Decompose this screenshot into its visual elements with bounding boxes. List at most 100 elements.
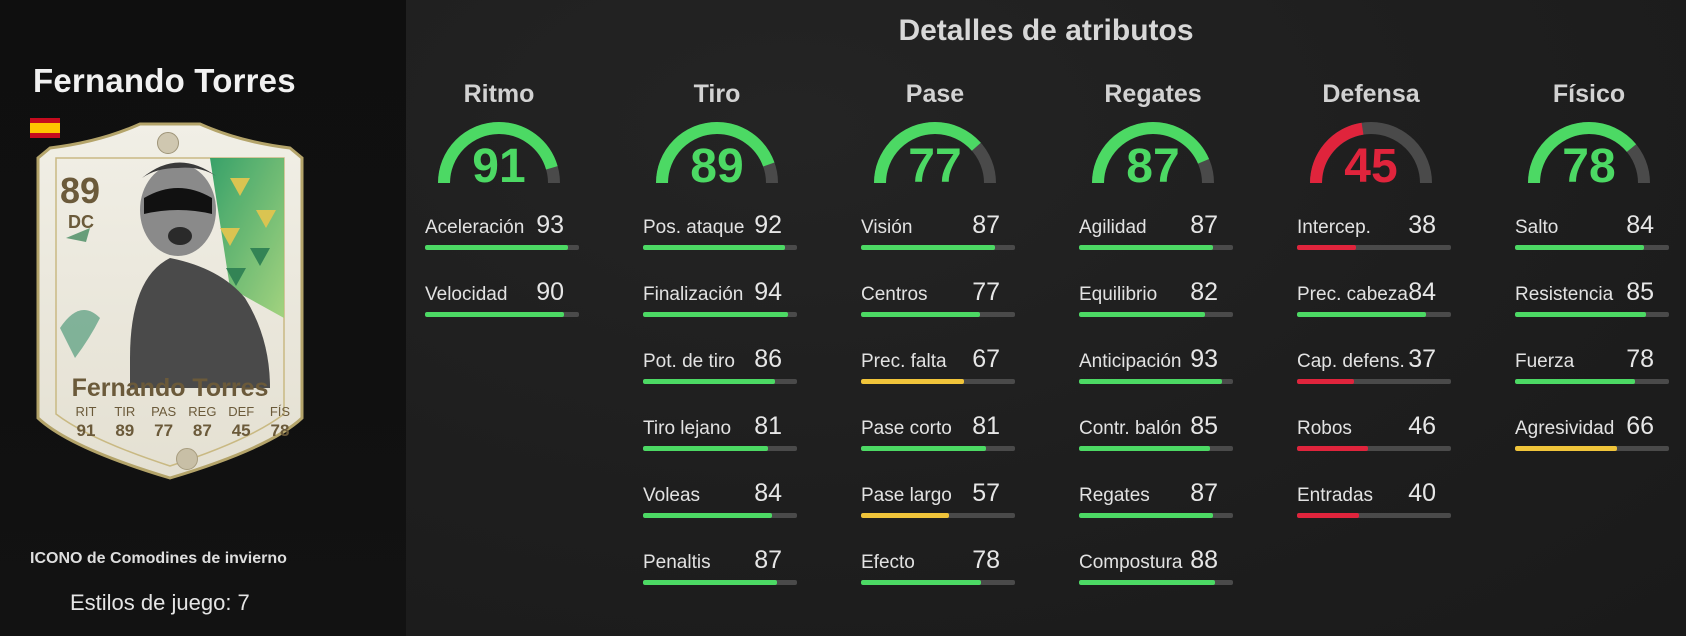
category-value: 87 xyxy=(1126,140,1180,193)
attribute-value: 77 xyxy=(972,278,1000,306)
attribute-label: Regates xyxy=(1079,485,1150,506)
attribute-row: Visión 87 xyxy=(842,205,1028,272)
attribute-bar xyxy=(861,245,1015,250)
attribute-value: 87 xyxy=(754,546,782,574)
gauge-arc xyxy=(438,122,560,184)
category-gauge: 77 xyxy=(842,115,1028,205)
attribute-value: 94 xyxy=(754,278,782,306)
attribute-row: Penaltis 87 xyxy=(624,540,810,607)
attribute-label: Tiro lejano xyxy=(643,418,732,439)
attribute-row: Anticipación 93 xyxy=(1060,339,1246,406)
category-value: 45 xyxy=(1344,140,1398,193)
attribute-bar xyxy=(1297,513,1451,518)
attribute-row: Finalización 94 xyxy=(624,272,810,339)
attribute-details-panel: Detalles de atributos Ritmo 91 Aceleración… xyxy=(406,0,1686,636)
card-rating: 89 xyxy=(60,170,101,211)
attribute-bar xyxy=(1515,446,1669,451)
attribute-value: 78 xyxy=(1626,345,1654,373)
gauge-arc xyxy=(874,122,996,184)
attribute-row: Robos 46 xyxy=(1278,406,1464,473)
attribute-bar xyxy=(1079,446,1233,451)
attribute-label: Agresividad xyxy=(1515,418,1615,439)
gauge-fill xyxy=(1528,122,1650,184)
attribute-bar-fill xyxy=(861,513,949,518)
attribute-row: Intercep. 38 xyxy=(1278,205,1464,272)
playstyles-count[interactable]: Estilos de juego: 7 xyxy=(70,590,250,615)
attribute-row: Compostura 88 xyxy=(1060,540,1246,607)
attribute-bar xyxy=(1297,245,1451,250)
attribute-value: 81 xyxy=(754,412,782,440)
player-panel: Fernando Torres xyxy=(0,0,406,636)
category-value: 77 xyxy=(908,140,962,193)
card-stat: TIR 89 xyxy=(114,404,136,440)
attribute-bar-fill xyxy=(1297,379,1354,384)
attribute-bar-fill xyxy=(643,580,777,585)
card-stat: DEF 45 xyxy=(228,404,255,440)
attribute-label: Velocidad xyxy=(425,284,508,305)
attribute-bar-fill xyxy=(1297,513,1359,518)
player-card[interactable]: 89 DC Fernando Torres RIT 91 TIR 89 PAS 77 … xyxy=(30,118,310,490)
attribute-row: Velocidad 90 xyxy=(406,272,592,339)
attribute-row: Fuerza 78 xyxy=(1496,339,1682,406)
attribute-value: 84 xyxy=(754,479,782,507)
gauge-fill xyxy=(1310,122,1432,184)
attribute-bar xyxy=(861,580,1015,585)
gauge-fill xyxy=(1092,122,1214,184)
attribute-label: Contr. balón xyxy=(1079,418,1182,439)
attribute-bar xyxy=(643,513,797,518)
category-gauge: 78 xyxy=(1496,115,1682,205)
attribute-bar xyxy=(1297,379,1451,384)
category-físico: Físico 78 Salto 84 Resistencia 85 Fuerza 78 Agre… xyxy=(1496,80,1682,473)
attribute-value: 87 xyxy=(1190,479,1218,507)
attribute-bar xyxy=(1079,245,1233,250)
attribute-label: Centros xyxy=(861,284,928,305)
attribute-bar xyxy=(1079,513,1233,518)
attribute-bar-fill xyxy=(1079,446,1210,451)
attribute-label: Pos. ataque xyxy=(643,217,745,238)
attribute-bar-fill xyxy=(1079,245,1213,250)
attribute-value: 87 xyxy=(972,211,1000,239)
category-title: Defensa xyxy=(1322,80,1420,108)
attribute-label: Aceleración xyxy=(425,217,525,238)
card-stats: RIT 91 TIR 89 PAS 77 REG 87 DEF 45 FÍS 78 xyxy=(67,404,299,441)
category-gauge: 87 xyxy=(1060,115,1246,205)
attribute-label: Prec. cabeza xyxy=(1297,284,1408,305)
attribute-row: Entradas 40 xyxy=(1278,473,1464,540)
player-name: Fernando Torres xyxy=(33,62,296,99)
attribute-label: Compostura xyxy=(1079,552,1183,573)
card-position: DC xyxy=(68,212,94,232)
attribute-row: Agilidad 87 xyxy=(1060,205,1246,272)
category-value: 91 xyxy=(472,140,526,193)
attribute-value: 66 xyxy=(1626,412,1654,440)
gauge-arc xyxy=(1310,122,1432,184)
attribute-label: Anticipación xyxy=(1079,351,1182,372)
card-background xyxy=(36,122,304,480)
attribute-bar-fill xyxy=(1515,312,1646,317)
card-stat: RIT 91 xyxy=(75,404,97,440)
attribute-label: Equilibrio xyxy=(1079,284,1158,305)
attribute-bar-fill xyxy=(1297,446,1368,451)
attribute-bar-fill xyxy=(861,446,986,451)
attribute-bar-fill xyxy=(861,312,980,317)
attribute-value: 38 xyxy=(1408,211,1436,239)
attribute-row: Resistencia 85 xyxy=(1496,272,1682,339)
attribute-bar xyxy=(1515,312,1669,317)
attribute-value: 84 xyxy=(1626,211,1654,239)
attribute-row: Centros 77 xyxy=(842,272,1028,339)
attribute-bar-fill xyxy=(643,446,768,451)
attribute-row: Pot. de tiro 86 xyxy=(624,339,810,406)
attribute-bar-fill xyxy=(1079,513,1213,518)
attribute-row: Salto 84 xyxy=(1496,205,1682,272)
category-tiro: Tiro 89 Pos. ataque 92 Finalización 94 Pot. de… xyxy=(624,80,810,607)
category-gauge: 89 xyxy=(624,115,810,205)
attribute-label: Pase corto xyxy=(861,418,952,439)
category-regates: Regates 87 Agilidad 87 Equilibrio 82 Anticipac… xyxy=(1060,80,1246,607)
attribute-value: 46 xyxy=(1408,412,1436,440)
attribute-bar xyxy=(1079,312,1233,317)
attribute-bar xyxy=(643,245,797,250)
attribute-row: Equilibrio 82 xyxy=(1060,272,1246,339)
attribute-label: Robos xyxy=(1297,418,1352,439)
category-defensa: Defensa 45 Intercep. 38 Prec. cabeza 84 Cap. d… xyxy=(1278,80,1464,540)
section-title: Detalles de atributos xyxy=(898,14,1194,47)
attribute-bar-fill xyxy=(425,245,569,250)
